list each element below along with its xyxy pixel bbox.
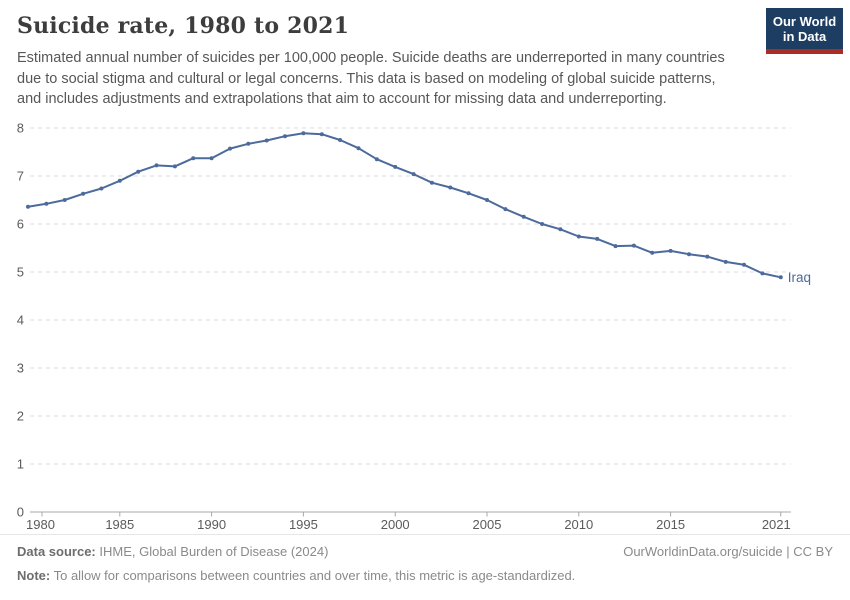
series-end-label[interactable]: Iraq bbox=[788, 270, 811, 285]
y-tick-label: 4 bbox=[17, 313, 24, 328]
note-label: Note: bbox=[17, 568, 51, 583]
x-tick-label: 2005 bbox=[473, 517, 502, 532]
y-tick-label: 0 bbox=[17, 505, 24, 520]
x-tick-label: 1985 bbox=[105, 517, 134, 532]
data-point[interactable] bbox=[668, 248, 673, 253]
x-tick-label: 1980 bbox=[26, 517, 55, 532]
subtitle-line: due to social stigma and cultural or leg… bbox=[17, 70, 716, 87]
chart-header: Suicide rate, 1980 to 2021 Estimated ann… bbox=[17, 13, 750, 110]
y-tick-label: 7 bbox=[17, 169, 24, 184]
data-point[interactable] bbox=[301, 131, 306, 136]
data-point[interactable] bbox=[576, 234, 581, 239]
series-line-iraq[interactable] bbox=[27, 132, 782, 279]
x-tick-label: 1990 bbox=[197, 517, 226, 532]
data-point[interactable] bbox=[209, 156, 214, 161]
data-point[interactable] bbox=[411, 172, 416, 177]
data-point[interactable] bbox=[466, 191, 471, 196]
y-tick-label: 1 bbox=[17, 457, 24, 472]
data-point[interactable] bbox=[705, 254, 710, 259]
data-point[interactable] bbox=[521, 214, 526, 219]
subtitle-line: and includes adjustments and extrapolati… bbox=[17, 91, 667, 107]
x-tick-label: 2000 bbox=[381, 517, 410, 532]
data-point[interactable] bbox=[558, 227, 563, 232]
data-point[interactable] bbox=[264, 138, 269, 143]
owid-logo-line2: in Data bbox=[782, 29, 827, 44]
data-point[interactable] bbox=[172, 164, 177, 169]
note-line: Note: To allow for comparisons between c… bbox=[17, 568, 833, 583]
data-point[interactable] bbox=[631, 243, 636, 248]
x-tick-label: 2010 bbox=[564, 517, 593, 532]
data-point[interactable] bbox=[356, 146, 361, 151]
data-point[interactable] bbox=[760, 271, 765, 276]
data-point[interactable] bbox=[99, 186, 104, 191]
data-point[interactable] bbox=[778, 275, 783, 280]
data-point[interactable] bbox=[540, 222, 545, 226]
data-point[interactable] bbox=[650, 250, 655, 255]
data-point[interactable] bbox=[44, 201, 49, 206]
data-point[interactable] bbox=[338, 138, 343, 142]
subtitle-line: Estimated annual number of suicides per … bbox=[17, 50, 725, 66]
y-tick-label: 6 bbox=[17, 217, 24, 232]
data-point[interactable] bbox=[687, 252, 691, 257]
data-point[interactable] bbox=[246, 141, 251, 146]
data-point[interactable] bbox=[154, 163, 159, 168]
data-point[interactable] bbox=[136, 169, 141, 174]
data-point[interactable] bbox=[191, 156, 196, 161]
data-point[interactable] bbox=[429, 180, 434, 185]
data-point[interactable] bbox=[62, 198, 67, 202]
data-point[interactable] bbox=[723, 259, 728, 264]
data-point[interactable] bbox=[613, 244, 618, 249]
note-text: To allow for comparisons between countri… bbox=[50, 568, 576, 583]
owid-license-link[interactable]: OurWorldinData.org/suicide | CC BY bbox=[623, 544, 833, 559]
data-point[interactable] bbox=[228, 146, 232, 151]
owid-logo: Our World in Data bbox=[766, 8, 843, 54]
data-point[interactable] bbox=[485, 198, 489, 202]
data-point[interactable] bbox=[81, 191, 86, 196]
data-source-line: Data source: IHME, Global Burden of Dise… bbox=[17, 544, 328, 559]
data-point[interactable] bbox=[503, 207, 508, 212]
y-tick-label: 3 bbox=[17, 361, 24, 376]
data-point[interactable] bbox=[319, 132, 324, 137]
y-tick-label: 8 bbox=[17, 121, 24, 136]
data-point[interactable] bbox=[26, 204, 30, 209]
line-chart-plot[interactable]: 0 1 2 3 4 5 6 7 8 1980 1985 1990 1995 2000 2005 2010 201… bbox=[0, 110, 850, 538]
data-point[interactable] bbox=[283, 134, 287, 139]
chart-subtitle: Estimated annual number of suicides per … bbox=[17, 48, 750, 110]
data-point[interactable] bbox=[117, 178, 122, 183]
x-tick-label: 1995 bbox=[289, 517, 318, 532]
data-point[interactable] bbox=[393, 164, 398, 169]
x-tick-label: 2015 bbox=[656, 517, 685, 532]
y-tick-label: 2 bbox=[17, 409, 24, 424]
data-point[interactable] bbox=[448, 185, 453, 190]
y-tick-label: 5 bbox=[17, 265, 24, 280]
page-title: Suicide rate, 1980 to 2021 bbox=[17, 13, 350, 39]
data-point[interactable] bbox=[742, 262, 746, 267]
data-point[interactable] bbox=[374, 157, 379, 162]
data-source-text: IHME, Global Burden of Disease (2024) bbox=[95, 544, 329, 559]
data-point[interactable] bbox=[595, 236, 600, 241]
x-tick-label: 2021 bbox=[762, 517, 791, 532]
owid-logo-line1: Our World bbox=[772, 14, 837, 29]
chart-footer: Data source: IHME, Global Burden of Dise… bbox=[0, 534, 850, 600]
data-source-label: Data source: bbox=[17, 544, 96, 559]
